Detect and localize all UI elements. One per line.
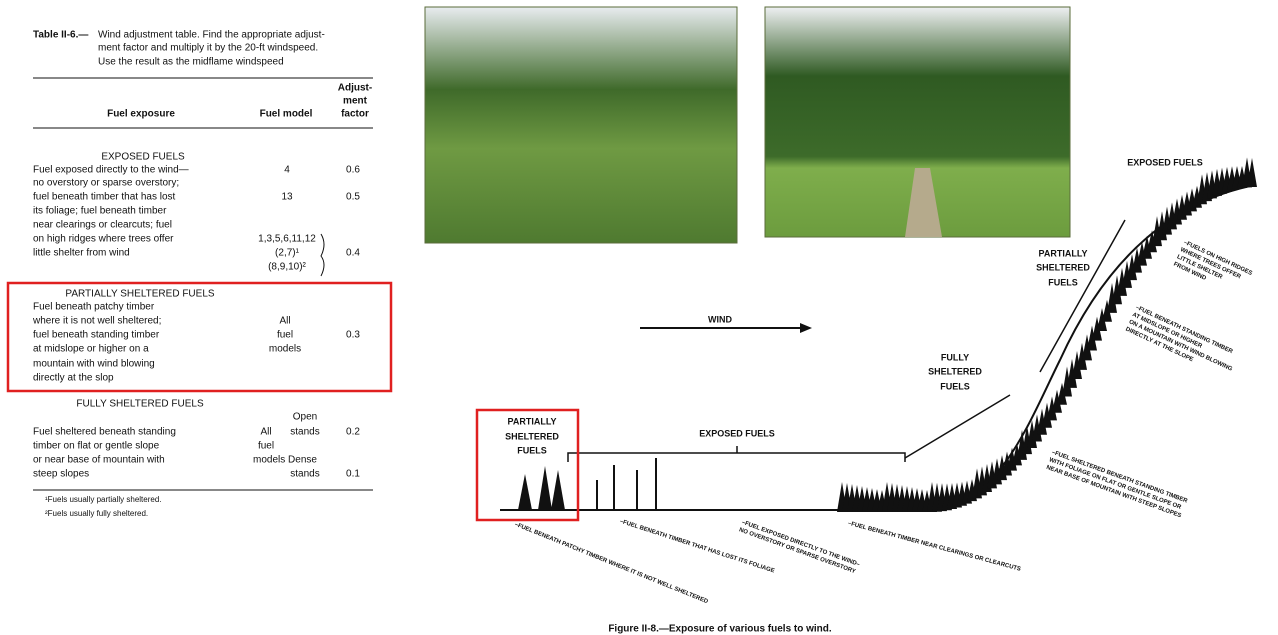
fuel-model: (2,7)¹ (275, 248, 300, 259)
page: Table II-6.— Wind adjustment table. Find … (0, 0, 1278, 635)
description: where it is not well sheltered; (32, 316, 161, 327)
table-label: Table II-6.— (33, 30, 88, 41)
header: Fuel exposure (107, 109, 175, 120)
description: steep slopes (33, 469, 89, 480)
fuel-model: stands (290, 469, 319, 480)
header: factor (341, 109, 369, 120)
footnote: ²Fuels usually fully sheltered. (45, 509, 148, 518)
header: Adjust- (338, 83, 372, 94)
photos (425, 7, 1070, 243)
footnote: ¹Fuels usually partially sheltered. (45, 495, 162, 504)
fuel-model: 13 (281, 192, 293, 203)
note-line: –FUEL EXPOSED DIRECTLY TO THE WIND– (741, 520, 861, 569)
fuel-model: fuel (277, 330, 293, 341)
factor: 0.6 (346, 165, 360, 176)
fuel-model: stands (290, 427, 319, 438)
wind-label: WIND (708, 314, 732, 324)
label: FULLY (941, 352, 969, 362)
caption: Wind adjustment table. Find the appropri… (98, 30, 325, 41)
fuel-model: fuel (258, 441, 274, 452)
brace (321, 234, 324, 276)
section-heading: FULLY SHELTERED FUELS (76, 399, 204, 410)
label: FUELS (1048, 277, 1078, 287)
label: PARTIALLY (1038, 248, 1087, 258)
note: –FUEL BENEATH TIMBER NEAR CLEARINGS OR C… (847, 521, 1021, 573)
label: FUELS (940, 381, 970, 391)
photo-grass (425, 7, 737, 243)
factor: 0.1 (346, 469, 360, 480)
fuel-model: 1,3,5,6,11,12 (258, 234, 316, 245)
description: Fuel exposed directly to the wind— (33, 165, 189, 176)
section-heading: PARTIALLY SHELTERED FUELS (65, 289, 214, 300)
section-heading: EXPOSED FUELS (101, 152, 185, 163)
note: –FUEL SHELTERED BENEATH STANDING TIMBERW… (1045, 450, 1188, 520)
fuel-model: All (260, 427, 271, 438)
fuel-model: Open (293, 412, 317, 423)
header: ment (343, 96, 368, 107)
fuel-model: models (269, 344, 301, 355)
note: –FUELS ON HIGH RIDGESWHERE TREES OFFERLI… (1172, 240, 1253, 299)
tree (551, 470, 565, 510)
note-line: WITH FOLIAGE ON FLAT OR GENTLE SLOPE OR (1048, 457, 1182, 511)
description: no overstory or sparse overstory; (33, 178, 179, 189)
description: fuel beneath standing timber (33, 330, 160, 341)
description: at midslope or higher on a (33, 344, 149, 355)
fuel-model: All (279, 316, 290, 327)
description: Fuel sheltered beneath standing (33, 427, 176, 438)
label: EXPOSED FUELS (699, 428, 775, 438)
tree (518, 474, 532, 510)
factor: 0.2 (346, 427, 360, 438)
caption: Use the result as the midflame windspeed (98, 57, 284, 68)
factor: 0.5 (346, 192, 360, 203)
fuel-model: 4 (284, 165, 290, 176)
description: fuel beneath timber that has lost (33, 192, 176, 203)
note: –FUEL BENEATH PATCHY TIMBER WHERE IT IS … (514, 522, 710, 606)
description: or near base of mountain with (33, 455, 165, 466)
factor: 0.3 (346, 330, 360, 341)
caption: ment factor and multiply it by the 20-ft… (98, 43, 318, 54)
description: near clearings or clearcuts; fuel (33, 220, 172, 231)
figure-caption: Figure II-8.—Exposure of various fuels t… (608, 624, 832, 635)
label: SHELTERED (505, 431, 559, 441)
description: little shelter from wind (33, 248, 130, 259)
factor: 0.4 (346, 248, 360, 259)
fuel-model: models Dense (253, 455, 317, 466)
description: timber on flat or gentle slope (33, 441, 160, 452)
label: PARTIALLY (507, 416, 556, 426)
label: FUELS (517, 445, 547, 455)
description: Fuel beneath patchy timber (33, 302, 155, 313)
description: its foliage; fuel beneath timber (33, 206, 167, 217)
description: directly at the slop (33, 373, 114, 384)
fuel-model: (8,9,10)² (268, 262, 306, 273)
label: EXPOSED FUELS (1127, 157, 1203, 167)
description: mountain with wind blowing (33, 359, 155, 370)
note-line: –FUEL BENEATH TIMBER NEAR CLEARINGS OR C… (847, 521, 1021, 573)
wind-table: Table II-6.— Wind adjustment table. Find … (32, 30, 372, 518)
description: on high ridges where trees offer (33, 234, 174, 245)
label: SHELTERED (928, 366, 982, 376)
note-line: –FUEL BENEATH PATCHY TIMBER WHERE IT IS … (514, 522, 710, 606)
arrowhead (800, 323, 812, 333)
bracket (568, 446, 905, 462)
header: Fuel model (260, 109, 313, 120)
label: SHELTERED (1036, 262, 1090, 272)
tree (538, 466, 552, 510)
